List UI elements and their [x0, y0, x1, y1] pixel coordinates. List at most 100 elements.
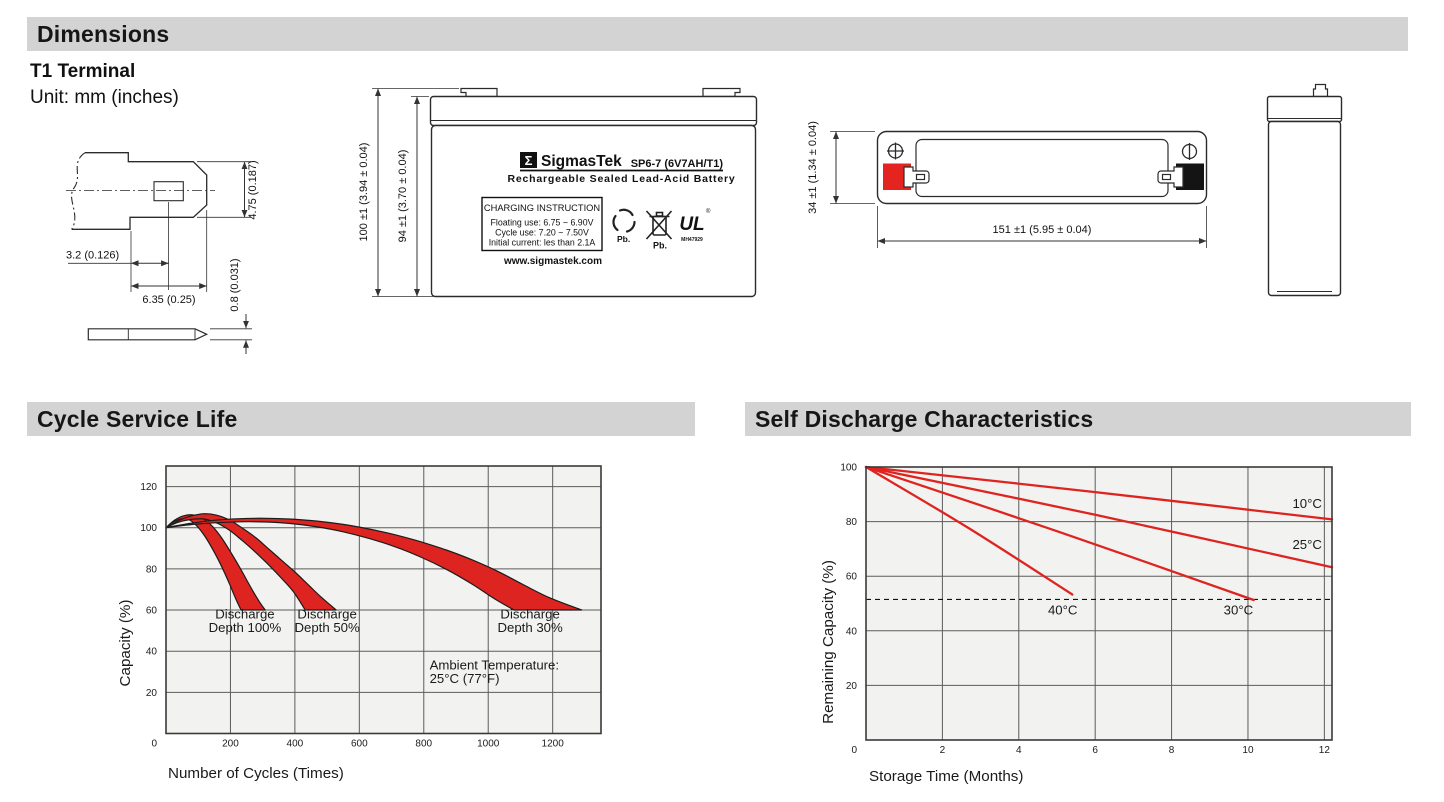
dim-label-depth: 34 ±1 (1.34 ± 0.04) [807, 121, 819, 214]
brand-logo-box [520, 152, 537, 168]
pb-recycle-icon [612, 208, 636, 233]
annotation-ambient-temperature-: Ambient Temperature: 25°C (77°F) [430, 658, 559, 687]
dim-label-total-height: 100 ±1 (3.94 ± 0.04) [358, 143, 370, 242]
charging-title: CHARGING INSTRUCTION [484, 203, 600, 213]
y-axis-title: Remaining Capacity (%) [820, 560, 837, 724]
x-axis-title: Number of Cycles (Times) [168, 765, 344, 782]
x-tick-label: 0 [151, 739, 157, 750]
terminal-hole [153, 181, 184, 202]
x-tick-label: 8 [1169, 745, 1175, 756]
terminal-blade-outline [87, 328, 209, 341]
y-tick-label: 40 [846, 626, 858, 637]
x-tick-label: 12 [1319, 745, 1331, 756]
ul-file-number: MH47929 [681, 237, 703, 243]
t1-terminal-detail-drawing: 4.75 (0.187) 3.2 (0.126) 6.35 (0.25) 0.8… [66, 152, 259, 354]
ul-logo-icon: UL ® MH47929 [679, 208, 711, 243]
x-tick-label: 200 [222, 739, 239, 750]
plus-polarity-icon [887, 142, 904, 160]
annotation-30-c: 30°C [1224, 602, 1254, 617]
x-tick-label: 400 [287, 739, 304, 750]
section-header-cycle-service-life: Cycle Service Life [27, 402, 695, 436]
x-tick-label: 6 [1092, 745, 1098, 756]
website-url: www.sigmastek.com [503, 256, 602, 267]
y-tick-label: 80 [846, 517, 858, 528]
x-tick-label: 2 [940, 745, 946, 756]
y-tick-label: 60 [846, 572, 858, 583]
self-discharge-chart: 0 2 4 6 8 10 12 20 40 60 80 100 Storage Time (Months… [820, 463, 1334, 785]
annotation-discharge: Discharge Depth 30% [497, 606, 563, 635]
side-body [1267, 120, 1342, 297]
battery-label: Σ SigmasTek SP6-7 (6V7AH/T1) Rechargeabl… [481, 152, 735, 267]
x-tick-label: 4 [1016, 745, 1022, 756]
product-type: Rechargeable Sealed Lead-Acid Battery [507, 173, 735, 185]
ul-registered-mark: ® [706, 208, 711, 215]
section-header-dimensions: Dimensions [27, 17, 1408, 51]
model-number: SP6-7 (6V7AH/T1) [631, 158, 724, 170]
dim-label-length: 151 ±1 (5.95 ± 0.04) [993, 224, 1092, 236]
pb-bin-text: Pb. [653, 241, 667, 251]
y-tick-label: 100 [140, 523, 157, 534]
y-tick-label: 100 [840, 463, 857, 474]
terminal-type-title: T1 Terminal [30, 61, 136, 82]
section-header-self-discharge: Self Discharge Characteristics [745, 402, 1411, 436]
dim-label-terminal-width: 6.35 (0.25) [142, 294, 195, 306]
annotation-discharge: Discharge Depth 50% [294, 606, 360, 635]
line-40-c [864, 465, 1074, 596]
minus-polarity-icon [1181, 143, 1198, 160]
ul-letters: UL [679, 214, 704, 235]
battery-side-view [1266, 83, 1343, 297]
plot-border [865, 466, 1333, 741]
x-tick-label: 800 [415, 739, 432, 750]
annotation-25-c: 25°C [1292, 537, 1322, 552]
self-discharge-title: Self Discharge Characteristics [755, 406, 1094, 432]
y-axis-title: Capacity (%) [117, 600, 134, 687]
y-tick-label: 40 [146, 647, 158, 658]
side-lid [1266, 95, 1343, 123]
brand-sigma-icon: Σ [525, 153, 533, 168]
side-terminal [1312, 83, 1329, 98]
charging-line-floating: Floating use: 6.75 ~ 6.90V [491, 218, 594, 228]
positive-tab-hole [915, 173, 926, 181]
x-tick-label: 1000 [477, 739, 500, 750]
charging-line-cycle: Cycle use: 7.20 ~ 7.50V [495, 228, 589, 238]
front-terminal-right [702, 87, 741, 98]
y-tick-label: 20 [146, 688, 158, 699]
x-axis-title: Storage Time (Months) [869, 768, 1023, 785]
battery-body [430, 124, 757, 298]
line-30-c [864, 465, 1255, 602]
terminal-profile-outline [71, 152, 208, 230]
dim-label-terminal-height: 4.75 (0.187) [247, 160, 259, 219]
dim-label-terminal-offset: 3.2 (0.126) [66, 250, 119, 262]
x-tick-label: 600 [351, 739, 368, 750]
top-view-outer-case [876, 130, 1208, 205]
negative-tab-hole [1161, 173, 1172, 181]
charging-instruction-box [481, 196, 603, 252]
dimensions-title: Dimensions [37, 21, 170, 47]
battery-lid [429, 95, 758, 127]
y-tick-label: 80 [146, 564, 158, 575]
x-tick-label: 1200 [542, 739, 565, 750]
annotation-discharge: Discharge Depth 100% [209, 606, 282, 635]
y-tick-label: 60 [146, 606, 158, 617]
x-tick-label: 0 [851, 745, 857, 756]
band-discharge-depth-30- [165, 517, 583, 611]
brand-name: SigmasTek [541, 153, 622, 170]
line-25-c [864, 465, 1334, 569]
plot-border [165, 465, 602, 735]
battery-top-view: 34 ±1 (1.34 ± 0.04) 151 ±1 (5.95 ± 0.04) [807, 121, 1208, 248]
y-tick-label: 120 [140, 482, 157, 493]
top-view-inner-recess [915, 138, 1169, 198]
dim-label-case-height: 94 ±1 (3.70 ± 0.04) [397, 150, 409, 243]
pb-recycle-text: Pb. [617, 234, 630, 244]
break-line [71, 152, 86, 230]
unit-note: Unit: mm (inches) [30, 87, 179, 108]
annotation-40-c: 40°C [1048, 602, 1078, 617]
front-terminal-left [460, 87, 498, 98]
x-tick-label: 10 [1242, 745, 1254, 756]
dim-label-terminal-thickness: 0.8 (0.031) [229, 258, 241, 311]
y-tick-label: 20 [846, 681, 858, 692]
battery-front-view: 100 ±1 (3.94 ± 0.04) 94 ±1 (3.70 ± 0.04)… [358, 87, 758, 298]
annotation-10-c: 10°C [1292, 496, 1322, 511]
pb-bin-crossed-icon [645, 210, 673, 240]
